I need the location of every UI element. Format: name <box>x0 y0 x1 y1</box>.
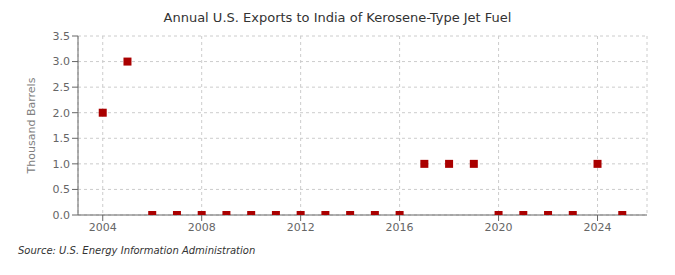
svg-text:2016: 2016 <box>386 221 414 234</box>
html-text:Annual U.S. Exports to India o: Annual U.S. Exports to India of Kerosene… <box>163 10 512 25</box>
svg-text:Thousand Barrels: Thousand Barrels <box>25 77 38 174</box>
svg-text:2012: 2012 <box>287 221 315 234</box>
svg-text:1.5: 1.5 <box>53 132 71 145</box>
svg-text:2020: 2020 <box>485 221 513 234</box>
svg-text:1.0: 1.0 <box>53 158 71 171</box>
svg-text:3.5: 3.5 <box>53 30 71 43</box>
svg-text:2.0: 2.0 <box>53 107 71 120</box>
svg-text:2004: 2004 <box>89 221 117 234</box>
svg-text:2008: 2008 <box>188 221 216 234</box>
svg-text:3.0: 3.0 <box>53 55 71 68</box>
html-text:Source: U.S. Energy Informatio: Source: U.S. Energy Information Administ… <box>18 245 256 256</box>
svg-text:0.5: 0.5 <box>53 183 71 196</box>
svg-text:2.5: 2.5 <box>53 81 71 94</box>
svg-text:2024: 2024 <box>584 221 612 234</box>
svg-text:0.0: 0.0 <box>53 209 71 222</box>
